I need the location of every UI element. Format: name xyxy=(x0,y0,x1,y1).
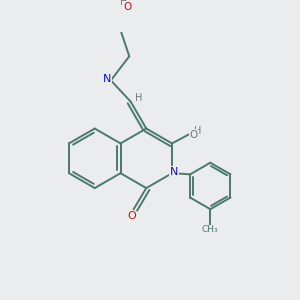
Text: CH₃: CH₃ xyxy=(202,225,219,234)
Text: H: H xyxy=(120,0,127,8)
Text: O: O xyxy=(189,130,197,140)
Text: O: O xyxy=(124,2,132,12)
Text: N: N xyxy=(170,167,178,177)
Text: H: H xyxy=(194,126,202,136)
Text: H: H xyxy=(135,93,142,103)
Text: O: O xyxy=(128,212,136,221)
Text: N: N xyxy=(103,74,111,84)
